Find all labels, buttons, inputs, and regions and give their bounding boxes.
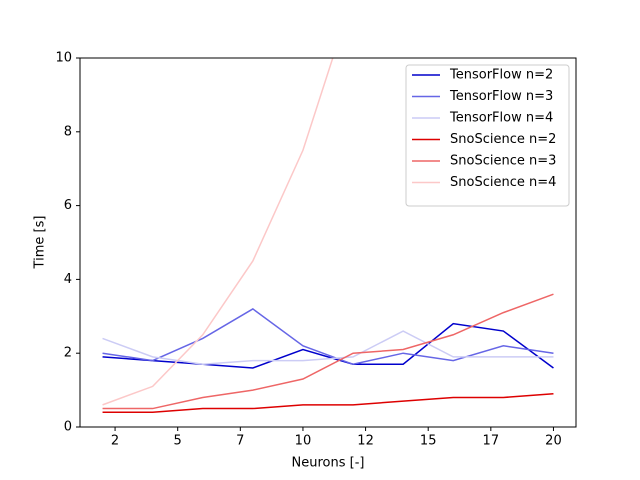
- x-tick-label: 2: [111, 434, 119, 449]
- legend: TensorFlow n=2 TensorFlow n=3 TensorFlow n…: [405, 64, 570, 207]
- y-tick-label: 4: [64, 272, 72, 287]
- y-axis-label: Time [s]: [33, 216, 48, 270]
- x-tick-label: 17: [483, 434, 500, 449]
- y-tick-label: 0: [64, 420, 72, 435]
- y-tick-label: 10: [55, 51, 72, 66]
- legend-label: SnoScience n=4: [450, 175, 556, 190]
- series-line: [102, 308, 554, 366]
- legend-label: TensorFlow n=4: [449, 111, 553, 126]
- x-tick-label: 10: [295, 434, 312, 449]
- x-tick-label: 15: [420, 434, 437, 449]
- y-tick-label: 2: [64, 346, 72, 361]
- x-tick-label: 20: [545, 434, 562, 449]
- x-tick-label: 5: [174, 434, 182, 449]
- y-tick-label: 6: [64, 198, 72, 213]
- legend-label: SnoScience n=2: [450, 132, 556, 147]
- legend-label: TensorFlow n=2: [449, 68, 553, 83]
- series-line: [102, 393, 554, 413]
- axes-frame: [79, 57, 577, 428]
- plot-area: [102, 58, 554, 413]
- x-axis-label: Neurons [-]: [292, 456, 365, 471]
- x-tick-label: 12: [357, 434, 374, 449]
- legend-frame: [405, 64, 570, 207]
- series-line: [102, 58, 334, 406]
- series-line: [102, 322, 554, 369]
- x-tick-label: 7: [236, 434, 244, 449]
- legend-label: TensorFlow n=3: [449, 89, 553, 104]
- legend-label: SnoScience n=3: [450, 154, 556, 169]
- series-line: [102, 293, 554, 410]
- y-tick-label: 8: [64, 124, 72, 139]
